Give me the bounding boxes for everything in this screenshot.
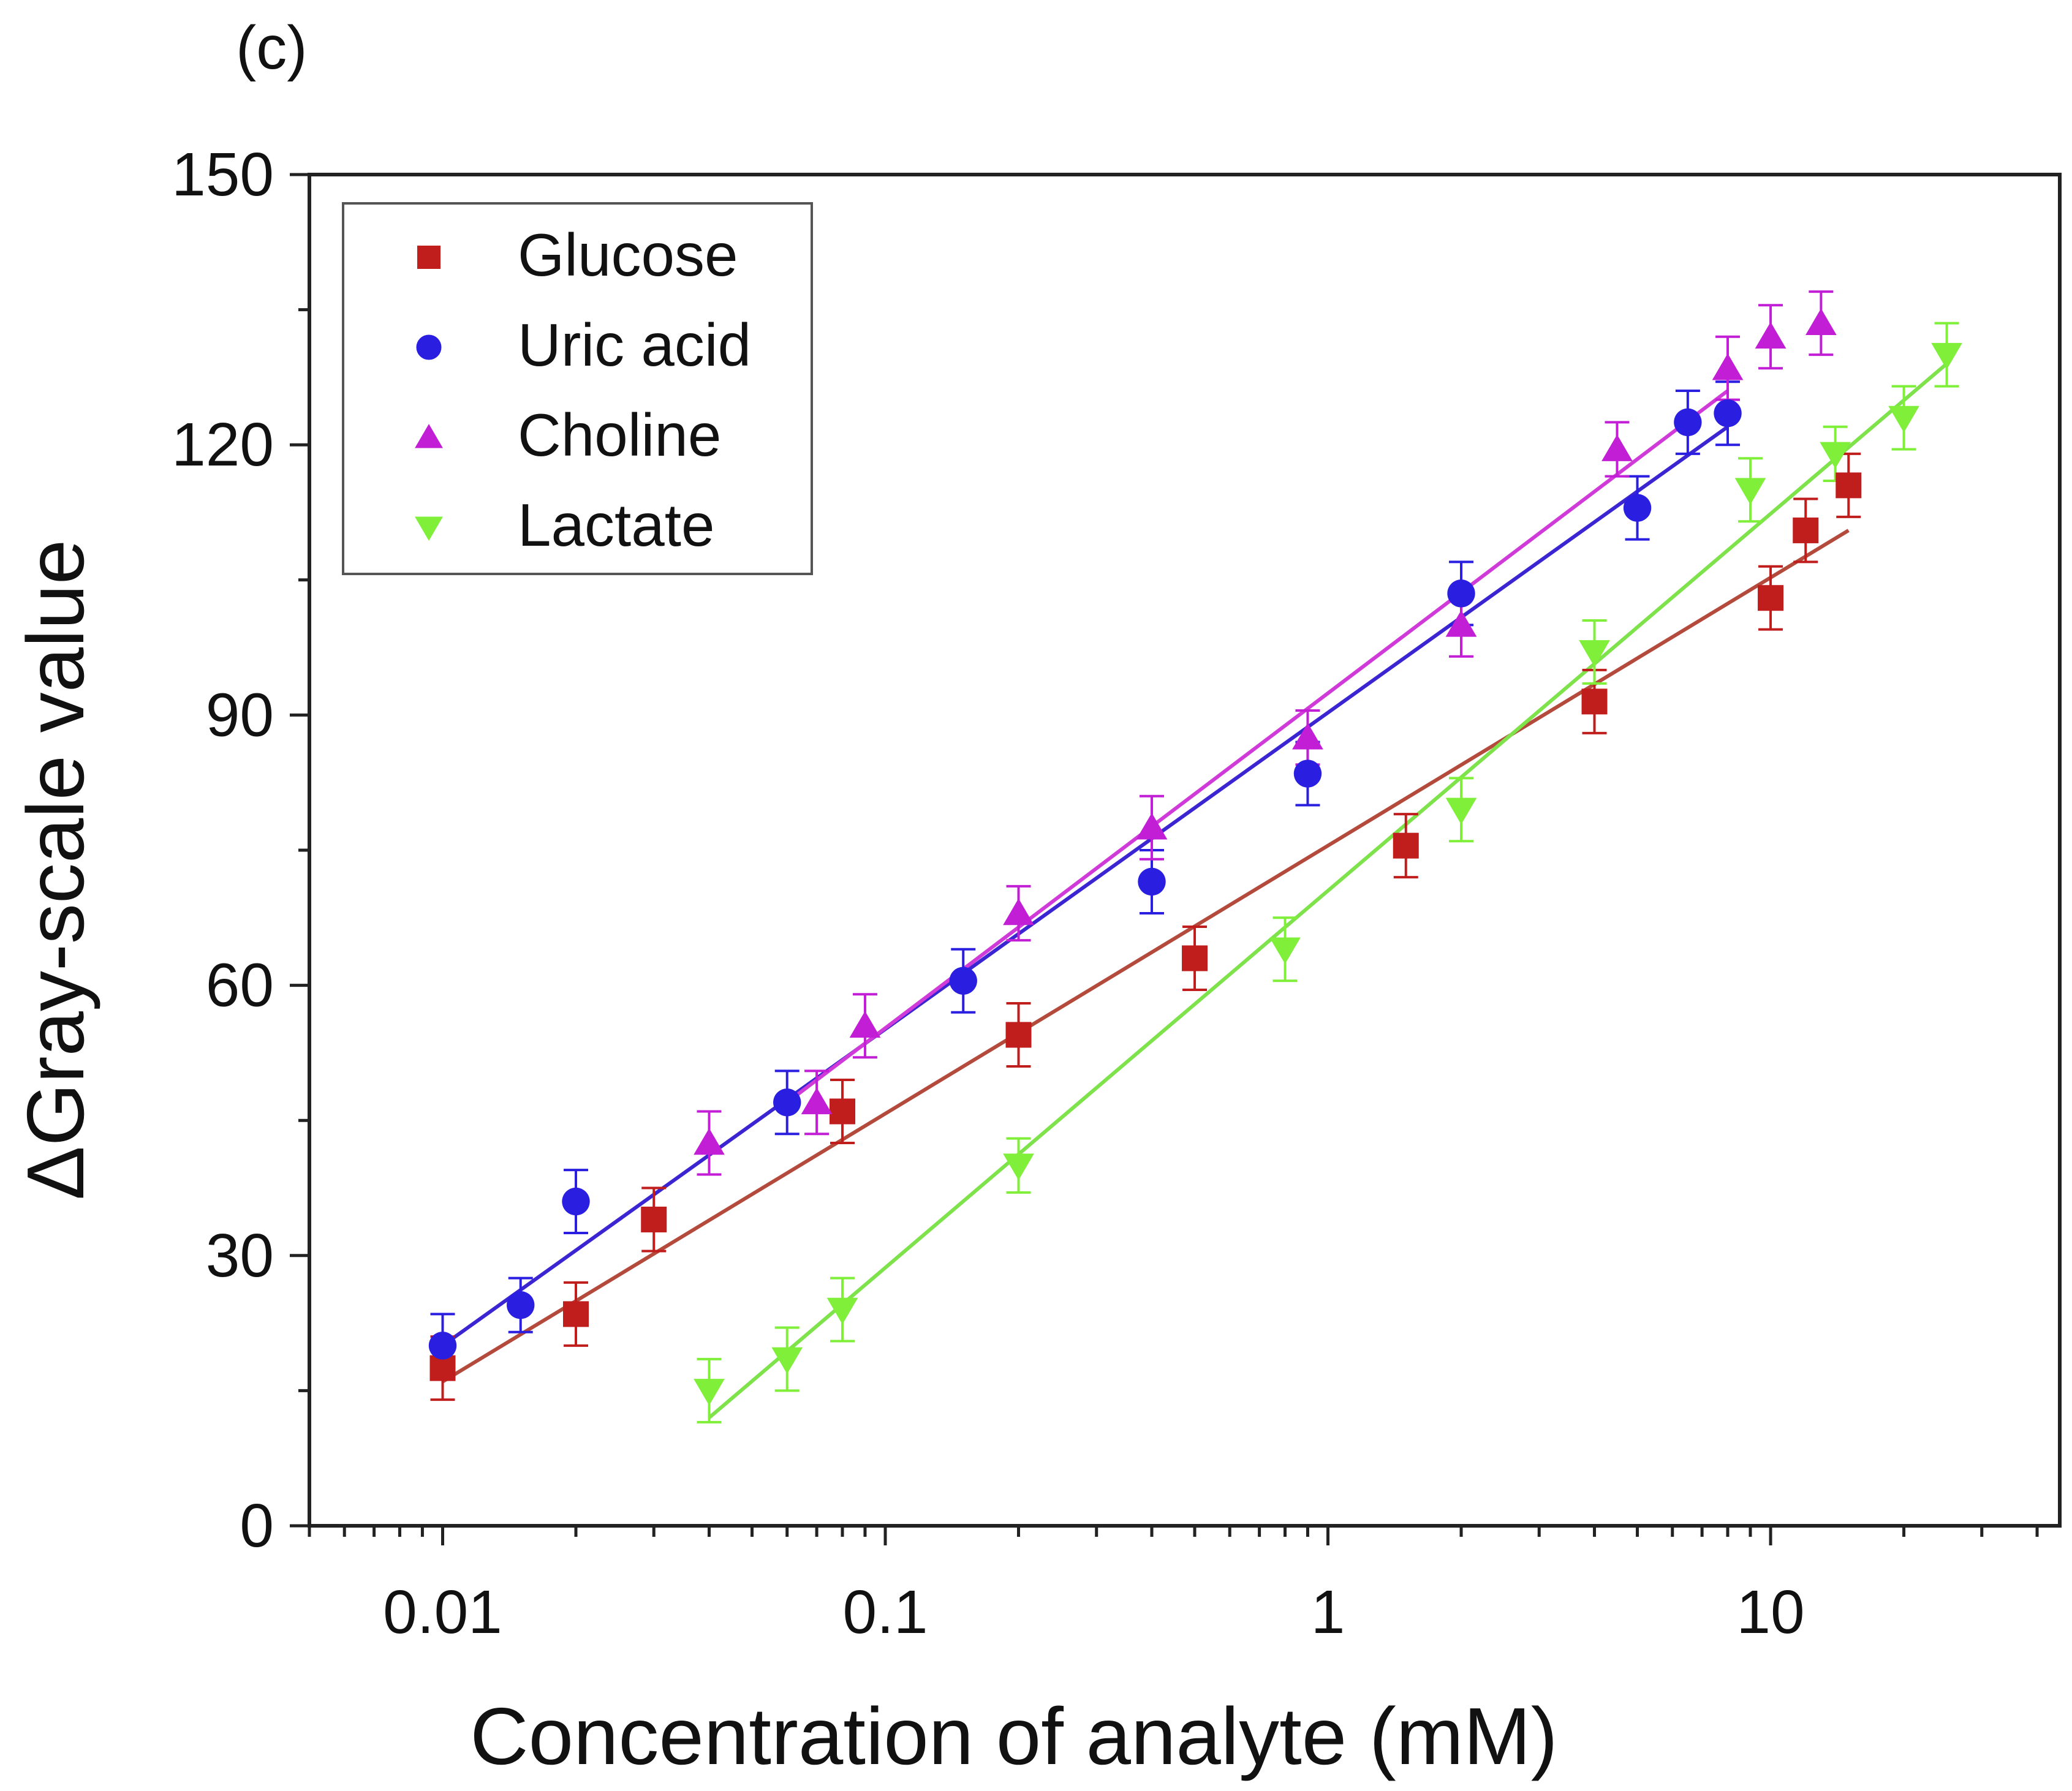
legend-entry-choline: Choline: [415, 401, 721, 469]
panel-label: (c): [236, 13, 308, 82]
point-glucose: [1758, 585, 1784, 611]
y-axis-title: ΔGray-scale value: [10, 540, 100, 1201]
legend-marker-glucose: [417, 246, 440, 269]
point-uric-acid: [507, 1291, 535, 1319]
legend-marker-lactate: [415, 516, 443, 541]
point-choline: [1712, 353, 1744, 380]
point-glucose: [562, 1301, 589, 1327]
point-choline: [1601, 434, 1633, 461]
fit-line-uric-acid: [441, 425, 1729, 1348]
legend-symbol-uric-acid: [416, 334, 442, 360]
x-tick-label: 0.1: [843, 1578, 928, 1646]
legend-symbol-glucose: [417, 246, 440, 269]
y-axis: 0 30 60 90 120 150: [172, 140, 309, 1560]
point-glucose: [1182, 945, 1208, 971]
point-choline: [1805, 308, 1837, 335]
point-uric-acid: [562, 1187, 590, 1216]
x-tick-label: 10: [1736, 1578, 1804, 1646]
point-lactate: [1445, 797, 1477, 824]
point-lactate: [826, 1297, 858, 1325]
point-choline: [1445, 610, 1477, 637]
point-uric-acid: [1293, 760, 1322, 788]
legend-marker-choline: [415, 424, 443, 448]
point-lactate: [1003, 1153, 1034, 1180]
point-uric-acid: [1138, 867, 1166, 896]
legend-label-glucose: Glucose: [518, 221, 738, 288]
legend-symbol-choline: [415, 424, 443, 448]
error-bars: [430, 290, 1959, 1423]
fit-line-choline: [785, 389, 1729, 1104]
point-glucose: [641, 1206, 667, 1232]
legend-label-choline: Choline: [518, 401, 721, 469]
x-tick-label: 0.01: [383, 1578, 502, 1646]
point-lactate: [1269, 937, 1301, 964]
fit-line-glucose: [441, 529, 1850, 1384]
y-tick-label: 60: [206, 951, 274, 1020]
point-uric-acid: [1623, 494, 1652, 522]
y-tick-label: 120: [172, 410, 274, 479]
point-uric-acid: [773, 1088, 801, 1117]
point-glucose: [1005, 1022, 1032, 1048]
x-axis-title: Concentration of analyte (mM): [470, 1691, 1557, 1781]
legend-label-uric-acid: Uric acid: [518, 311, 751, 379]
point-choline: [1003, 898, 1034, 926]
point-glucose: [829, 1098, 855, 1125]
point-lactate: [771, 1347, 803, 1374]
point-choline: [1292, 723, 1323, 750]
point-uric-acid: [428, 1332, 457, 1360]
point-choline: [801, 1087, 833, 1115]
point-choline: [694, 1128, 725, 1155]
point-uric-acid: [1674, 408, 1702, 437]
point-uric-acid: [1714, 399, 1742, 428]
legend-marker-uric-acid: [416, 334, 442, 360]
point-choline: [1755, 322, 1787, 349]
point-lactate: [1888, 405, 1919, 433]
point-glucose: [1581, 688, 1608, 715]
legend: Glucose Uric acid Choline Lactate: [342, 202, 813, 575]
point-lactate: [1579, 640, 1610, 667]
legend-entry-uric-acid: Uric acid: [416, 311, 751, 379]
legend-entry-lactate: Lactate: [415, 491, 714, 559]
point-uric-acid: [1447, 579, 1475, 608]
fit-line-lactate: [708, 362, 1948, 1419]
point-choline: [849, 1011, 881, 1038]
point-uric-acid: [949, 967, 977, 995]
point-lactate: [1734, 478, 1766, 505]
y-tick-label: 30: [206, 1221, 274, 1290]
point-glucose: [429, 1355, 456, 1381]
fit-lines: [441, 362, 1948, 1419]
x-axis: 0.01 0.1 1 10: [308, 1526, 2039, 1646]
data-markers: [428, 308, 1962, 1406]
legend-entry-glucose: Glucose: [417, 221, 738, 288]
legend-label-lactate: Lactate: [518, 491, 714, 559]
point-glucose: [1836, 472, 1862, 499]
x-tick-label: 1: [1311, 1578, 1345, 1646]
point-lactate: [1820, 442, 1851, 469]
point-lactate: [1931, 342, 1962, 370]
point-lactate: [694, 1379, 725, 1406]
y-tick-label: 150: [172, 140, 274, 209]
point-glucose: [1393, 832, 1419, 859]
y-tick-label: 0: [240, 1491, 274, 1560]
y-tick-label: 90: [206, 681, 274, 749]
point-glucose: [1793, 517, 1819, 543]
point-choline: [1136, 813, 1168, 840]
legend-symbol-lactate: [415, 516, 443, 541]
